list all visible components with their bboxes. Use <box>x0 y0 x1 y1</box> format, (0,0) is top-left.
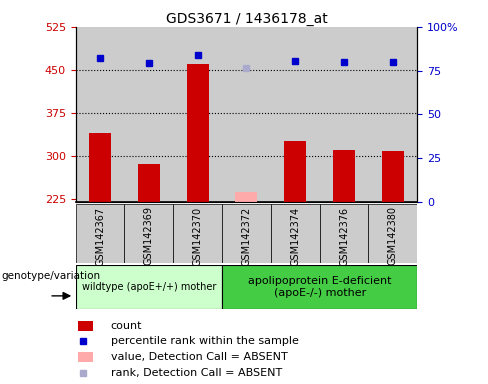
Bar <box>78 352 93 362</box>
Bar <box>320 204 368 263</box>
Bar <box>187 64 209 202</box>
Text: apolipoprotein E-deficient
(apoE-/-) mother: apolipoprotein E-deficient (apoE-/-) mot… <box>248 276 391 298</box>
Text: GSM142369: GSM142369 <box>144 207 154 265</box>
Bar <box>78 321 93 331</box>
Bar <box>89 133 111 202</box>
Bar <box>320 27 368 202</box>
Text: GSM142372: GSM142372 <box>242 207 251 266</box>
Bar <box>236 192 258 202</box>
Bar <box>173 204 222 263</box>
Bar <box>76 265 222 309</box>
Bar <box>368 27 417 202</box>
Text: count: count <box>111 321 142 331</box>
Bar <box>271 27 320 202</box>
Bar <box>222 265 417 309</box>
Bar <box>222 27 271 202</box>
Bar <box>138 164 160 202</box>
Bar <box>173 27 222 202</box>
Title: GDS3671 / 1436178_at: GDS3671 / 1436178_at <box>165 12 327 26</box>
Text: GSM142367: GSM142367 <box>95 207 105 266</box>
Text: GSM142376: GSM142376 <box>339 207 349 266</box>
Text: GSM142380: GSM142380 <box>388 207 398 265</box>
Bar <box>76 204 124 263</box>
Bar <box>382 151 404 202</box>
Bar <box>285 141 306 202</box>
Text: genotype/variation: genotype/variation <box>1 271 101 281</box>
Text: wildtype (apoE+/+) mother: wildtype (apoE+/+) mother <box>81 282 216 292</box>
Text: GSM142370: GSM142370 <box>193 207 203 266</box>
Text: rank, Detection Call = ABSENT: rank, Detection Call = ABSENT <box>111 367 282 377</box>
Text: value, Detection Call = ABSENT: value, Detection Call = ABSENT <box>111 352 287 362</box>
Bar <box>76 27 124 202</box>
Text: percentile rank within the sample: percentile rank within the sample <box>111 336 299 346</box>
Bar <box>333 150 355 202</box>
Bar <box>368 204 417 263</box>
Bar <box>124 27 173 202</box>
Bar <box>222 204 271 263</box>
Bar <box>271 204 320 263</box>
Bar <box>124 204 173 263</box>
Text: GSM142374: GSM142374 <box>290 207 300 266</box>
